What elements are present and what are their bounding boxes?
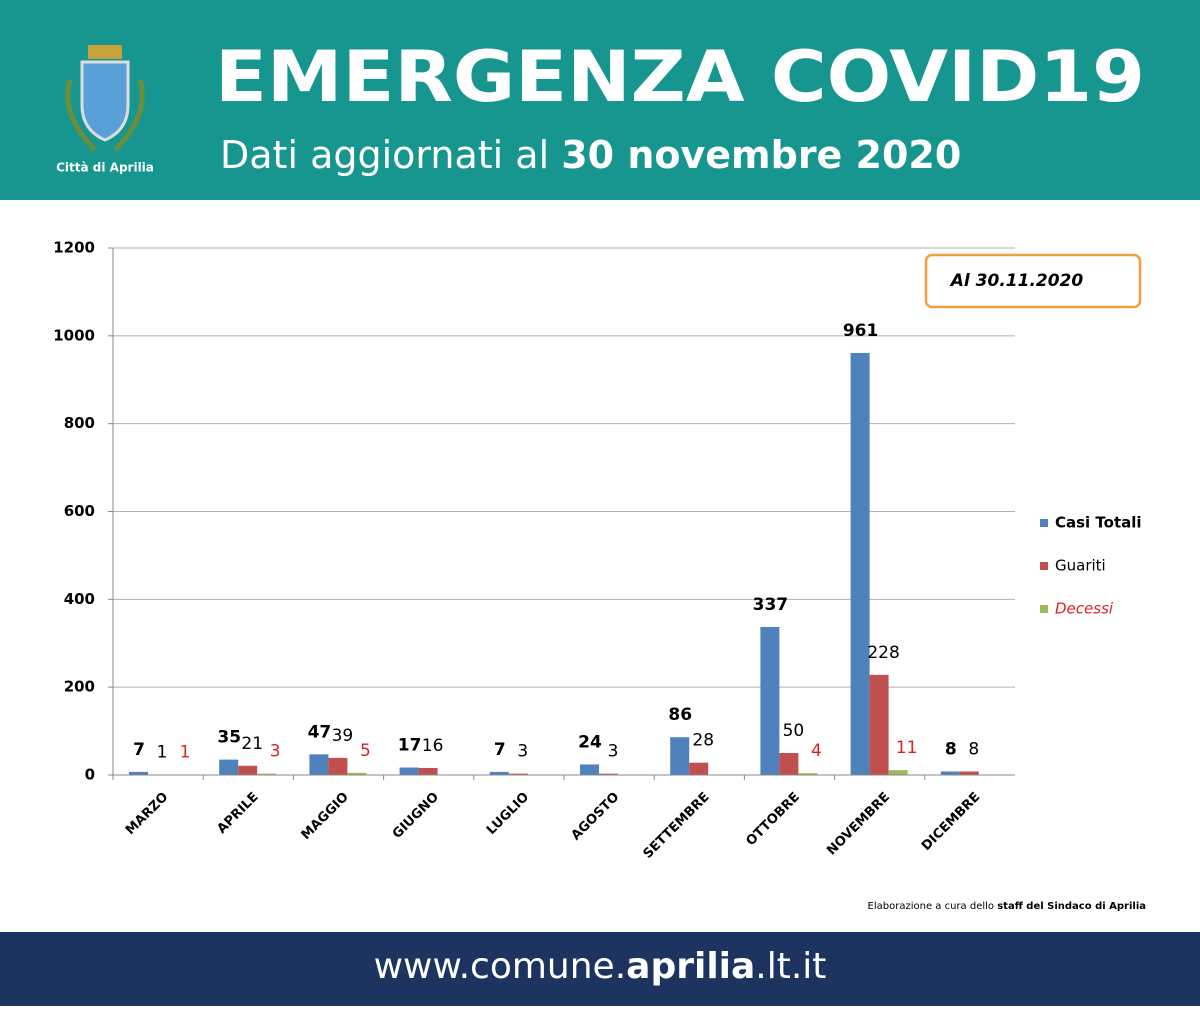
bar — [309, 754, 328, 775]
legend-swatch — [1040, 605, 1048, 613]
value-label: 17 — [398, 736, 422, 756]
value-label: 39 — [332, 726, 354, 746]
x-tick-label: GIUGNO — [390, 790, 442, 842]
value-label: 7 — [133, 740, 145, 760]
value-label: 228 — [867, 643, 899, 663]
bar — [580, 764, 599, 775]
value-label: 47 — [308, 722, 332, 742]
x-tick-label: MARZO — [123, 790, 171, 838]
y-tick-label: 400 — [64, 590, 95, 608]
bar — [238, 766, 257, 775]
credit-bold: staff del Sindaco di Aprilia — [997, 901, 1146, 912]
bar — [851, 353, 870, 775]
bar — [960, 771, 979, 775]
value-label: 961 — [843, 321, 879, 341]
annotation: Al 30.11.2020 — [949, 271, 1084, 291]
subtitle-text: Dati aggiornati al — [220, 133, 561, 177]
y-tick-label: 1200 — [53, 239, 95, 257]
y-tick-label: 0 — [85, 766, 95, 784]
y-tick-label: 1000 — [53, 326, 95, 344]
footer-url: www.comune.aprilia.lt.it — [374, 946, 827, 987]
x-tick-label: APRILE — [215, 790, 262, 837]
value-label: 28 — [692, 731, 714, 751]
bar — [328, 758, 347, 775]
value-label: 1 — [157, 743, 168, 763]
value-label: 7 — [494, 740, 506, 760]
credit-text: Elaborazione a cura dello — [868, 901, 998, 912]
x-tick-label: LUGLIO — [484, 790, 532, 838]
legend-swatch — [1040, 562, 1048, 570]
value-label: 50 — [783, 721, 805, 741]
value-label: 4 — [811, 741, 822, 761]
logo-text: Città di Aprilia — [56, 161, 154, 175]
bar — [219, 760, 238, 775]
credit: Elaborazione a cura dello staff del Sind… — [868, 901, 1146, 912]
x-tick-label: SETTEMBRE — [641, 790, 713, 862]
header-title: EMERGENZA COVID19 — [215, 36, 1145, 118]
subtitle-date: 30 novembre 2020 — [561, 133, 961, 177]
bar — [889, 770, 908, 775]
bar — [670, 737, 689, 775]
value-label: 5 — [360, 741, 371, 761]
value-label: 1 — [180, 743, 191, 763]
value-label: 8 — [968, 739, 979, 759]
header-subtitle: Dati aggiornati al 30 novembre 2020 — [220, 133, 961, 177]
x-tick-label: DICEMBRE — [919, 790, 983, 854]
bar — [400, 768, 419, 775]
value-label: 21 — [241, 734, 263, 754]
value-label: 3 — [517, 742, 528, 762]
legend-label: Casi Totali — [1055, 514, 1142, 532]
value-label: 86 — [668, 705, 692, 725]
legend-label: Decessi — [1055, 600, 1114, 618]
bar — [870, 675, 889, 775]
x-tick-label: OTTOBRE — [743, 790, 802, 849]
value-label: 3 — [270, 742, 281, 762]
legend-label: Guariti — [1055, 557, 1106, 575]
bar — [941, 771, 960, 775]
bar — [779, 753, 798, 775]
url-suffix: .lt.it — [755, 946, 826, 987]
legend-swatch — [1040, 519, 1048, 527]
y-tick-label: 600 — [64, 502, 95, 520]
value-label: 337 — [753, 595, 789, 615]
x-tick-label: AGOSTO — [569, 790, 623, 844]
y-tick-label: 800 — [64, 414, 95, 432]
y-tick-label: 200 — [64, 678, 95, 696]
x-tick-label: NOVEMBRE — [824, 790, 893, 859]
value-label: 16 — [422, 736, 444, 756]
bar — [689, 763, 708, 775]
value-label: 11 — [896, 738, 918, 758]
url-prefix: www.comune. — [374, 946, 627, 987]
value-label: 8 — [945, 739, 957, 759]
x-tick-label: MAGGIO — [299, 790, 352, 843]
bar — [419, 768, 438, 775]
value-label: 24 — [578, 732, 602, 752]
value-label: 3 — [608, 742, 619, 762]
value-label: 35 — [217, 728, 241, 748]
bar — [760, 627, 779, 775]
url-bold: aprilia — [626, 946, 755, 987]
